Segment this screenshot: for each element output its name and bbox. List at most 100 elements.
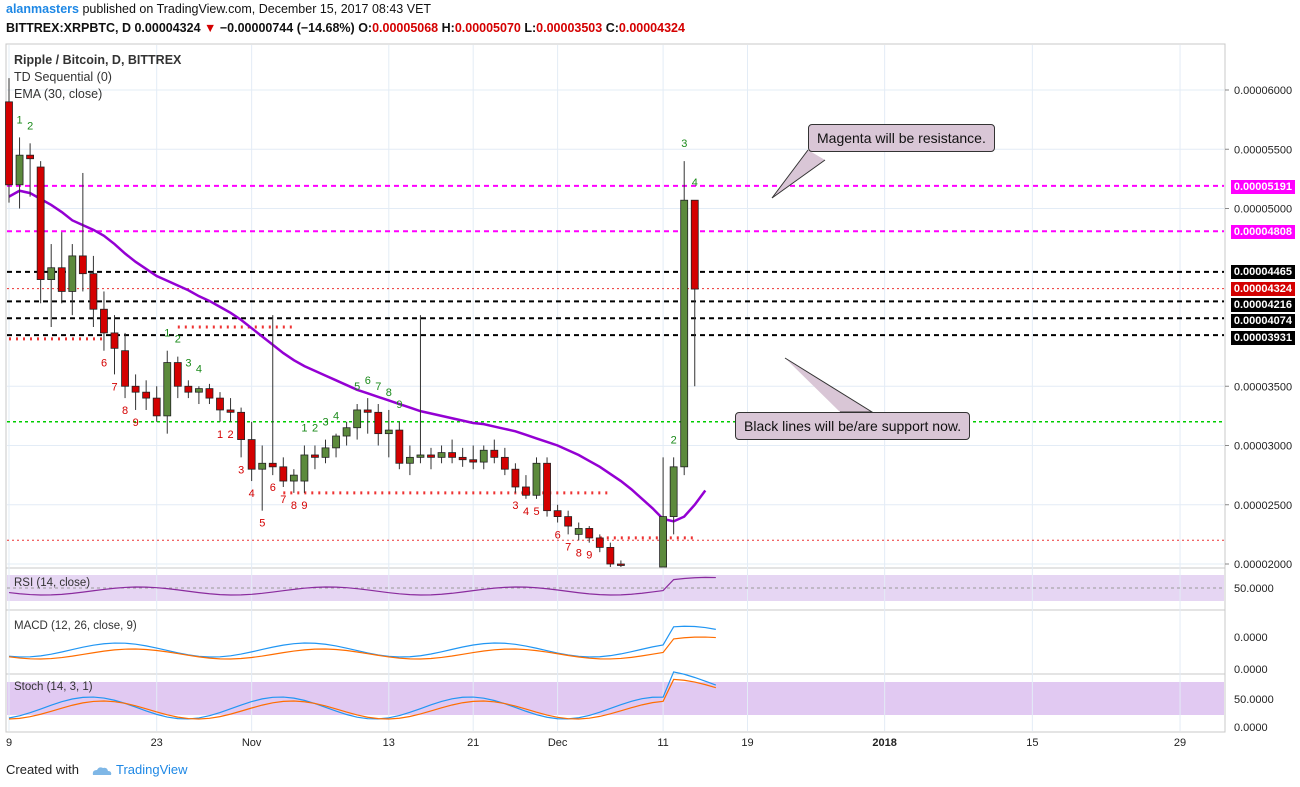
x-tick-label: Nov [242,737,262,749]
published-text: published on TradingView.com, December 1… [78,2,432,16]
x-tick-label: 2018 [872,737,896,749]
candle-up [47,267,56,281]
td-sell-count: 4 [249,488,255,500]
macd-label[interactable]: MACD (12, 26, close, 9) [14,620,137,632]
pane-tick-label: 0.0000 [1234,722,1268,734]
td-sell-count: 8 [576,547,582,559]
close-value: 0.00004324 [618,21,685,35]
last-price: 0.00004324 [134,21,201,35]
x-tick-label: 9 [6,737,12,749]
high-label: H: [441,21,455,35]
candle-down [543,462,551,512]
candle-down [606,547,615,565]
candle-up [68,255,77,292]
td-sell-count: 6 [101,358,107,370]
low-label: L: [524,21,537,35]
pane-tick-label: 50.0000 [1234,583,1274,595]
candle-up [532,462,541,496]
price-label-black-3: 0.00004074 [1230,314,1295,328]
td-buy-count: 2 [27,120,33,132]
x-tick-label: 19 [741,737,753,749]
candle-up [194,388,203,393]
author-link[interactable]: alanmasters [6,2,79,16]
y-tick-label: 0.00003500 [1234,381,1292,393]
tradingview-cloud-icon [92,767,111,776]
y-tick-label: 0.00006000 [1234,85,1292,97]
candle-down [5,101,13,186]
candle-up [342,427,351,437]
macd-line [8,625,716,658]
candle-up [680,199,689,468]
td-legend[interactable]: TD Sequential (0) [14,70,112,84]
resistance-pointer [771,149,826,199]
candle-down [268,462,277,468]
candle-down [142,391,151,399]
price-label-black-2: 0.00004216 [1230,298,1295,312]
td-buy-count: 6 [365,375,371,387]
td-sell-count: 1 [217,429,223,441]
stoch-d-line [8,678,717,720]
td-sell-count: 3 [238,464,244,476]
x-tick-label: 29 [1174,737,1186,749]
x-tick-label: 21 [467,737,479,749]
candle-down [490,449,499,458]
td-sell-count: 6 [555,530,561,542]
open-value: 0.00005068 [372,21,439,35]
change: −0.00000744 (−14.68%) [219,21,355,35]
td-buy-count: 4 [196,363,202,375]
support-pointer [784,357,874,413]
rsi-label[interactable]: RSI (14, close) [14,577,91,589]
candle-down [173,362,182,387]
td-sell-count: 5 [534,506,540,518]
td-sell-count: 4 [523,506,529,518]
candle-down [595,537,604,548]
candle-down [152,397,161,417]
low-value: 0.00003503 [536,21,603,35]
candle-down [237,411,246,440]
candle-up [258,462,267,470]
created-with: Created with [6,762,79,777]
close-label: C: [605,21,619,35]
candle-up [15,154,24,186]
candle-down [553,510,562,517]
x-tick-label: 15 [1026,737,1038,749]
stoch-label[interactable]: Stoch (14, 3, 1) [14,681,93,693]
stoch-pane [5,673,1226,733]
td-buy-count: 4 [692,177,698,189]
tradingview-logo-link[interactable]: TradingView [91,762,188,777]
main-pane [5,43,1226,569]
td-buy-count: 8 [386,387,392,399]
candle-down [279,466,288,482]
candle-up [353,409,362,429]
candle-up [300,454,309,482]
ema-line [8,189,707,523]
candle-down [395,429,404,464]
rsi-line [8,576,716,596]
pane-tick-label: 0.0000 [1234,664,1268,676]
price-label-black-4: 0.00003931 [1230,331,1295,345]
candle-down [564,516,573,527]
candle-down [585,528,594,539]
td-sell-count: 8 [291,500,297,512]
candle-up [321,447,330,458]
pane-tick-label: 50.0000 [1234,694,1274,706]
footer: Created with TradingView [6,762,188,777]
x-tick-label: 13 [383,737,395,749]
candle-down [110,332,119,349]
candle-down [690,199,699,290]
candle-up [574,528,583,535]
ema-legend[interactable]: EMA (30, close) [14,87,103,101]
publish-line: alanmasters published on TradingView.com… [6,2,431,16]
candle-down [500,456,509,470]
td-buy-count: 3 [323,417,329,429]
td-buy-count: 2 [175,334,181,346]
td-sell-count: 7 [280,494,286,506]
stoch-band [7,682,1224,715]
candle-down [216,397,224,411]
candle-down [78,255,87,275]
y-tick-label: 0.00002000 [1234,559,1292,571]
td-sell-count: 9 [301,500,307,512]
td-sell-count: 9 [133,417,139,429]
x-tick-label: 23 [151,737,163,749]
